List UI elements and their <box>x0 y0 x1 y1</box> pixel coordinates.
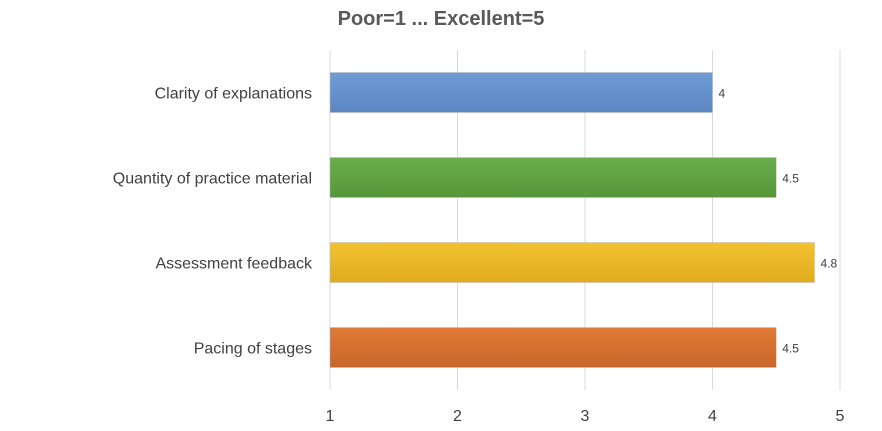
bar-2 <box>329 242 815 283</box>
bar-1 <box>329 157 777 198</box>
x-tick-labels: 1 2 3 4 5 <box>326 408 845 425</box>
data-label-1: 4.5 <box>782 172 799 186</box>
data-label-3: 4.5 <box>782 342 799 356</box>
x-tick-label-1: 1 <box>326 408 335 425</box>
x-tick-label-5: 5 <box>836 408 845 425</box>
category-label-3: Pacing of stages <box>194 341 312 358</box>
data-label-0: 4 <box>719 87 726 101</box>
chart-title: Poor=1 ... Excellent=5 <box>337 8 545 30</box>
x-tick-label-4: 4 <box>708 408 717 425</box>
x-tick-label-3: 3 <box>581 408 590 425</box>
bars <box>329 72 815 368</box>
x-tick-label-2: 2 <box>453 408 462 425</box>
category-label-2: Assessment feedback <box>155 256 313 273</box>
category-label-0: Clarity of explanations <box>155 86 312 103</box>
data-label-2: 4.8 <box>821 257 838 271</box>
category-label-1: Quantity of practice material <box>113 171 312 188</box>
bar-0 <box>329 72 713 113</box>
data-labels: 4 4.5 4.8 4.5 <box>719 87 838 356</box>
category-labels: Clarity of explanations Quantity of pract… <box>113 86 313 358</box>
bar-3 <box>329 327 777 368</box>
